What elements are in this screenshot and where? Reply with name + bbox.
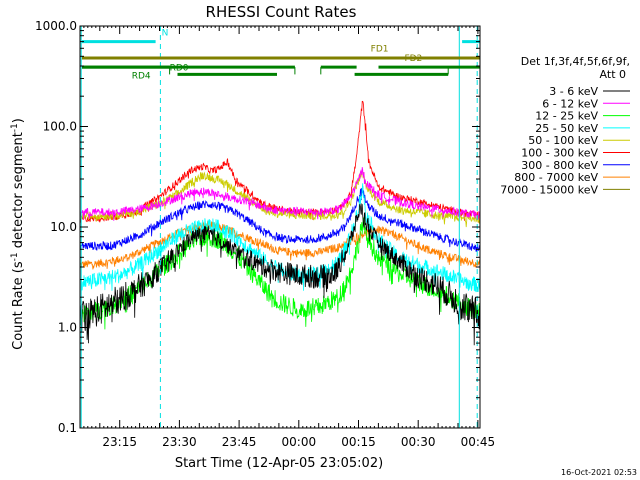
legend-label: 3 - 6 keV — [549, 85, 598, 98]
legend-label: 6 - 12 keV — [542, 97, 598, 110]
legend-label: 300 - 800 keV — [521, 159, 598, 172]
axes-layer: 1000.0 100.0 10.0 1.0 0.1 23:15 23:30 23:45 00:0… — [35, 19, 495, 449]
series-line — [79, 185, 481, 253]
legend-label: 100 - 300 keV — [521, 147, 598, 160]
x-tick-label: 00:15 — [341, 435, 376, 449]
x-tick-label: 00:45 — [461, 435, 496, 449]
x-tick-label: 00:00 — [282, 435, 317, 449]
bar-label: N — [162, 29, 169, 39]
legend-label: 50 - 100 keV — [528, 134, 598, 147]
legend-label: 7000 - 15000 keV — [500, 183, 598, 196]
y-tick-label: 1000.0 — [35, 19, 77, 33]
series-layer — [79, 100, 481, 346]
x-tick-label: 23:45 — [222, 435, 257, 449]
y-tick-label: 1.0 — [58, 321, 77, 335]
y-tick-label: 100.0 — [43, 120, 77, 134]
y-axis-label: Count Rate (s-1 detector segment-1) — [10, 118, 26, 350]
legend-label: 25 - 50 keV — [535, 122, 598, 135]
x-tick-label: 23:30 — [162, 435, 197, 449]
x-tick-label: 23:15 — [102, 435, 137, 449]
series-line — [79, 220, 481, 270]
bar-label: FD1 — [371, 44, 389, 54]
legend-header: Det 1f,3f,4f,5f,6f,9f, — [521, 55, 630, 68]
legend-subheader: Att 0 — [600, 68, 626, 81]
series-line — [79, 217, 481, 330]
bar-label: RD0 — [170, 64, 189, 74]
legend-label: 12 - 25 keV — [535, 110, 598, 123]
x-axis-label: Start Time (12-Apr-05 23:05:02) — [175, 456, 383, 471]
series-line — [79, 203, 481, 346]
timestamp: 16-Oct-2021 02:53 — [561, 468, 637, 477]
series-line — [80, 167, 481, 221]
overlay-layer: N FD1 FD2 RD0 RD4 — [80, 26, 480, 428]
x-tick-label: 00:30 — [401, 435, 436, 449]
y-tick-label: 10.0 — [50, 220, 77, 234]
legend-label: 800 - 7000 keV — [514, 171, 598, 184]
y-tick-label: 0.1 — [58, 421, 77, 435]
bar-label: FD2 — [404, 54, 422, 64]
chart-title: RHESSI Count Rates — [206, 3, 357, 21]
bar-label: RD4 — [132, 72, 151, 82]
